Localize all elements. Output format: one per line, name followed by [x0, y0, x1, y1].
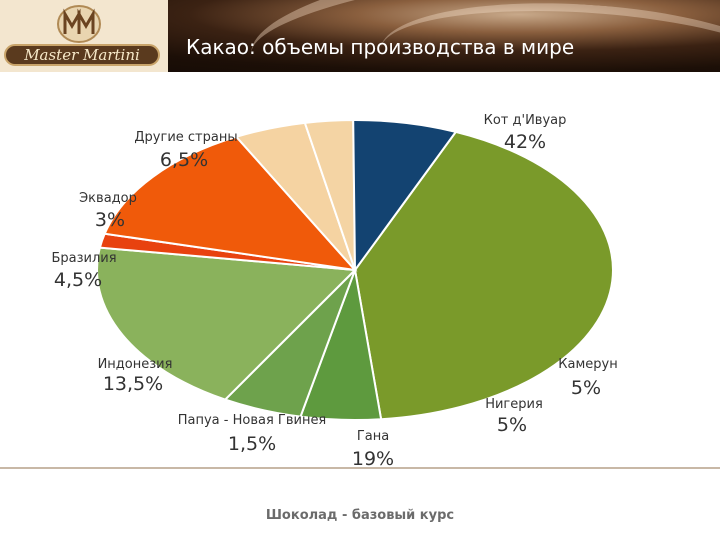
pie-slice: [352, 118, 458, 274]
slice-percent-label: 3%: [95, 209, 125, 231]
header-banner: Master Martini Какао: объемы производств…: [0, 0, 720, 72]
slice-percent-label: 1,5%: [228, 433, 276, 455]
slice-label: Гана: [357, 429, 389, 444]
slice-label: Индонезия: [98, 357, 173, 372]
slice-percent-label: 13,5%: [103, 373, 163, 395]
slice-label: Камерун: [558, 357, 617, 372]
slice-percent-label: 4,5%: [54, 269, 102, 291]
slice-percent-label: 5%: [497, 414, 527, 436]
slice-label: Эквадор: [79, 191, 137, 206]
pie-slices: [96, 118, 614, 421]
pie-slice: [353, 130, 614, 421]
slice-label: Нигерия: [485, 397, 543, 412]
logo: Master Martini: [0, 0, 168, 72]
footer-divider: [0, 467, 720, 469]
slice-percent-label: 5%: [571, 377, 601, 399]
logo-text: Master Martini: [4, 44, 160, 66]
slice-label: Кот д'Ивуар: [484, 113, 567, 128]
pie-slice: [96, 246, 358, 401]
slice-label: Бразилия: [51, 251, 116, 266]
slice-label: Другие страны: [134, 130, 237, 145]
slice-label: Папуа - Новая Гвинея: [178, 413, 327, 428]
slice-percent-label: 19%: [352, 448, 394, 467]
pie-slice: [103, 135, 358, 272]
slice-percent-label: 42%: [504, 131, 546, 153]
page-title: Какао: объемы производства в мире: [186, 35, 575, 59]
pie-chart: Кот д'Ивуар 42% Камерун 5% Нигерия 5% Гана 19% П…: [51, 113, 617, 467]
mm-monogram-icon: [57, 5, 101, 43]
slice-percent-label: 6,5%: [160, 149, 208, 171]
footer-caption: Шоколад - базовый курс: [265, 508, 455, 523]
pie-labels: Кот д'Ивуар 42% Камерун 5% Нигерия 5% Гана 19% П…: [51, 113, 617, 467]
